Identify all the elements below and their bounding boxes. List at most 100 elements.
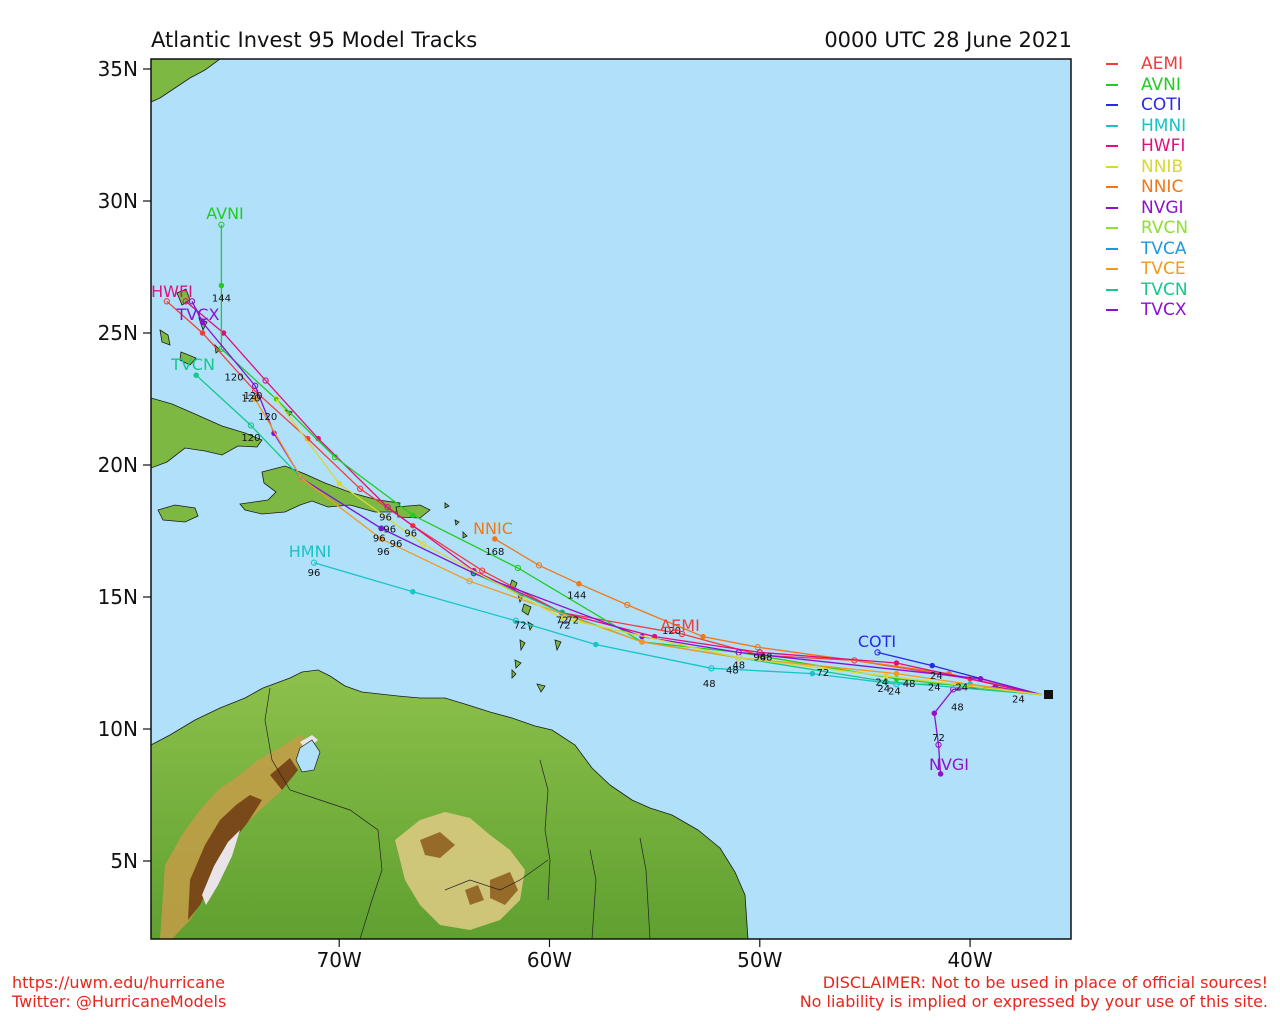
track-point xyxy=(272,395,280,403)
andes-snow xyxy=(202,735,318,905)
track-point xyxy=(384,504,391,511)
track-point xyxy=(935,741,942,748)
track-point xyxy=(576,581,582,587)
track-tvcn xyxy=(195,374,1042,696)
forecast-hour-label: 96 xyxy=(383,524,396,535)
forecast-hour-label: 48 xyxy=(903,679,916,690)
legend-label: HWFI xyxy=(1141,136,1186,157)
map-title: Atlantic Invest 95 Model Tracks xyxy=(151,28,478,52)
track-point xyxy=(977,676,984,682)
forecast-hour-label: 48 xyxy=(703,679,716,690)
forecast-hour-label: 144 xyxy=(567,590,586,601)
legend-item-avni: AVNI xyxy=(1100,75,1188,96)
forecast-hour-label: 24 xyxy=(928,683,941,694)
legend-item-rvcn: RVCN xyxy=(1100,218,1188,239)
forecast-hour-label: 96 xyxy=(404,528,417,539)
y-tick-label: 10N xyxy=(98,717,138,741)
forecast-hour-label: 48 xyxy=(760,652,773,663)
track-point xyxy=(410,588,416,595)
legend-swatch xyxy=(1106,227,1118,230)
legend-item-aemi: AEMI xyxy=(1100,54,1188,75)
track-point xyxy=(218,221,225,228)
track-point xyxy=(163,298,170,305)
legend-swatch xyxy=(1106,309,1118,312)
track-point xyxy=(251,382,259,389)
legend-item-coti: COTI xyxy=(1100,95,1188,116)
forecast-hour-label: 48 xyxy=(726,666,739,677)
legend-label: COTI xyxy=(1141,95,1182,116)
track-point xyxy=(700,633,706,640)
track-point xyxy=(492,536,498,542)
legend-label: HMNI xyxy=(1141,115,1187,136)
track-label-coti: COTI xyxy=(858,632,896,651)
land-layer xyxy=(151,59,749,939)
legend-item-hwfi: HWFI xyxy=(1100,136,1188,157)
forecast-hour-label: 24 xyxy=(888,687,901,698)
track-label-aemi: AEMI xyxy=(660,616,700,635)
legend-item-nnib: NNIB xyxy=(1100,157,1188,178)
track-point xyxy=(937,771,944,777)
guiana-peaks xyxy=(420,832,518,905)
y-tick-label: 20N xyxy=(98,453,138,477)
track-point xyxy=(593,641,599,648)
track-point xyxy=(678,630,686,638)
country-borders xyxy=(264,687,651,939)
legend-swatch xyxy=(1106,247,1118,250)
track-point xyxy=(420,541,427,548)
forecast-hour-label: 72 xyxy=(558,621,571,632)
legend-item-nnic: NNIC xyxy=(1100,177,1188,198)
forecast-hour-label: 24 xyxy=(955,683,968,694)
forecast-hour-label: 120 xyxy=(258,412,277,423)
track-point xyxy=(514,564,522,572)
y-tick-label: 5N xyxy=(110,849,138,873)
legend-swatch xyxy=(1106,268,1118,271)
track-point xyxy=(410,512,416,518)
forecast-hour-label: 96 xyxy=(390,539,403,550)
track-point xyxy=(199,330,206,336)
forecast-hour-label: 72 xyxy=(566,615,579,626)
track-point xyxy=(357,485,364,492)
forecast-hour-label: 120 xyxy=(662,626,681,637)
legend-swatch xyxy=(1106,104,1118,107)
forecast-hour-label: 120 xyxy=(243,391,262,402)
forecast-hour-label: 24 xyxy=(930,671,943,682)
x-tick-label: 70W xyxy=(317,948,362,972)
track-tvce xyxy=(254,398,1042,696)
legend-item-tvcn: TVCN xyxy=(1100,280,1188,301)
legend-label: TVCN xyxy=(1141,279,1188,300)
track-point xyxy=(479,567,486,574)
forecast-hour-label: 72 xyxy=(932,733,945,744)
credit-left: https://uwm.edu/hurricane Twitter: @Hurr… xyxy=(12,973,226,1011)
north-america-land xyxy=(151,59,221,103)
forecast-hour-label: 144 xyxy=(212,293,231,304)
legend-label: TVCE xyxy=(1141,259,1186,280)
track-point xyxy=(893,660,900,666)
track-point xyxy=(883,678,889,685)
legend-swatch xyxy=(1106,124,1118,127)
axis-ticks: 35N 30N 25N 20N 15N 10N 5N 70W 60W 50W 40W xyxy=(98,57,993,972)
y-tick-label: 30N xyxy=(98,189,138,213)
legend-label: NVGI xyxy=(1141,197,1184,218)
forecast-hour-label: 48 xyxy=(951,703,964,714)
legend-swatch xyxy=(1106,288,1118,291)
forecast-hour-label: 72 xyxy=(556,615,569,626)
legend-label: NNIC xyxy=(1141,177,1184,198)
forecast-hour-label: 48 xyxy=(732,660,745,671)
forecast-hour-label: 120 xyxy=(241,394,260,405)
track-point xyxy=(535,562,543,569)
track-point xyxy=(809,670,816,677)
forecast-hour-label: 96 xyxy=(308,568,321,579)
legend-swatch xyxy=(1106,145,1118,148)
track-point xyxy=(931,710,938,716)
track-point xyxy=(182,298,189,305)
legend-label: RVCN xyxy=(1141,218,1189,239)
track-point xyxy=(624,601,631,609)
legend-label: TVCA xyxy=(1141,238,1187,259)
forecast-hour-label: 96 xyxy=(373,534,386,545)
track-point xyxy=(735,654,742,661)
track-label-tvcx: TVCX xyxy=(176,305,220,324)
track-point xyxy=(218,282,225,289)
track-label-hwfi: HWFI xyxy=(151,282,193,301)
legend-swatch xyxy=(1106,83,1118,86)
x-tick-label: 60W xyxy=(527,948,572,972)
